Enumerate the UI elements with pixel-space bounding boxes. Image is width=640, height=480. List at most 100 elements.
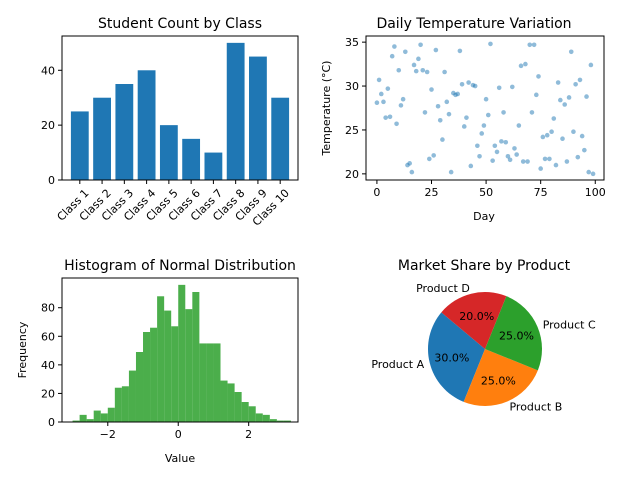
scatter-point (527, 42, 533, 48)
scatter-point (499, 139, 504, 144)
pie-percent-label: 25.0% (481, 374, 516, 387)
y-tick-label: 0 (48, 174, 55, 187)
histogram-bar (283, 420, 291, 422)
x-tick-label: 2 (245, 428, 252, 441)
scatter-point (566, 95, 572, 100)
scatter-point (529, 110, 535, 115)
scatter-point (383, 115, 388, 120)
scatter-point (516, 123, 522, 128)
scatter-point (590, 171, 596, 177)
scatter-point (525, 159, 530, 164)
histogram-bar (220, 380, 228, 422)
pie-slice (463, 349, 538, 407)
x-axis-label: Day (473, 210, 495, 223)
histogram-chart: Histogram of Normal Distribution Value F… (16, 258, 299, 465)
histogram-bar (276, 420, 284, 422)
scatter-point (440, 137, 445, 142)
scatter-point (575, 154, 581, 160)
histogram-bar (248, 406, 256, 422)
x-tick-label: 0 (373, 186, 380, 199)
histogram-bar (86, 419, 94, 422)
y-tick-label: 20 (41, 387, 55, 400)
x-tick-label: 100 (585, 186, 606, 199)
scatter-point (389, 53, 395, 59)
pie-percent-label: 25.0% (499, 330, 534, 343)
scatter-point (560, 136, 565, 142)
scatter-point (568, 49, 574, 55)
scatter-point (400, 96, 406, 102)
histogram-bar (143, 332, 151, 422)
bar (271, 97, 290, 180)
scatter-chart: Daily Temperature Variation Day Temperat… (320, 16, 606, 223)
scatter-point (394, 121, 399, 127)
y-tick-label: 25 (345, 124, 359, 137)
histogram-bar (72, 420, 80, 422)
scatter-point (411, 62, 417, 68)
scatter-point (507, 157, 513, 163)
scatter-point (442, 69, 447, 75)
scatter-point (481, 123, 487, 128)
histogram-bar (199, 343, 207, 422)
histogram-bar (234, 392, 242, 422)
bar (204, 152, 223, 180)
scatter-point (536, 74, 541, 79)
scatter-point (444, 99, 450, 105)
y-tick-label: 60 (41, 330, 55, 343)
histogram-bar (114, 387, 122, 422)
scatter-point (534, 92, 539, 98)
scatter-point (584, 94, 589, 99)
scatter-point (492, 143, 498, 149)
scatter-point (418, 42, 423, 48)
scatter-point (505, 153, 511, 159)
bar (93, 97, 111, 180)
scatter-point (485, 112, 491, 118)
pie-percent-label: 20.0% (459, 310, 494, 323)
scatter-point (573, 81, 578, 87)
y-tick-label: 0 (48, 416, 55, 429)
scatter-point (427, 156, 432, 162)
x-tick-label: 0 (175, 428, 182, 441)
pie-slice (428, 312, 485, 402)
histogram-bar (269, 419, 277, 422)
x-axis-label: Value (165, 452, 195, 465)
bar (249, 56, 267, 181)
histogram-bar (185, 309, 193, 422)
scatter-point (374, 100, 380, 106)
scatter-point (407, 161, 412, 166)
scatter-point (392, 44, 397, 49)
bar (70, 111, 89, 180)
histogram-bar (150, 327, 158, 422)
scatter-point (501, 110, 506, 115)
scatter-point (472, 83, 478, 89)
histogram-bar (135, 352, 144, 422)
scatter-point (457, 48, 463, 54)
pie-slice (441, 292, 507, 349)
histogram-bar (241, 402, 249, 422)
chart-title: Daily Temperature Variation (376, 16, 571, 32)
y-tick-label: 80 (41, 302, 55, 315)
bar (159, 125, 178, 180)
scatter-point (435, 103, 441, 109)
scatter-point (509, 84, 515, 90)
scatter-point (420, 67, 426, 73)
scatter-point (544, 132, 550, 138)
scatter-point (571, 129, 576, 135)
axes-frame (365, 35, 605, 181)
scatter-point (588, 62, 594, 68)
histogram-bar (227, 383, 235, 422)
scatter-point (577, 77, 583, 83)
bar (137, 70, 156, 180)
y-tick-label: 35 (345, 36, 359, 49)
scatter-point (520, 159, 526, 164)
scatter-point (385, 86, 391, 91)
scatter-point (490, 158, 495, 163)
pie-slice (485, 296, 542, 371)
histogram-bar (107, 407, 115, 422)
histogram-bar (128, 370, 136, 422)
x-tick-label: 75 (534, 186, 548, 199)
histogram-bar (121, 386, 129, 422)
scatter-point (518, 63, 524, 69)
histogram-bar (255, 413, 263, 422)
scatter-point (579, 133, 585, 139)
